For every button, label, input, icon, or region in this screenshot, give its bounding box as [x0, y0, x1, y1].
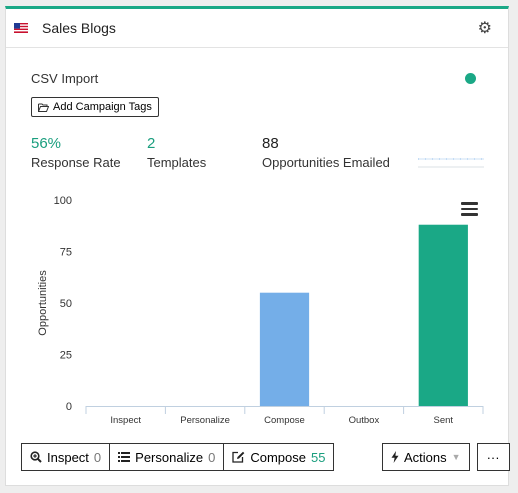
x-tick-label: Sent — [434, 415, 454, 426]
stage-toolbar: Inspect 0 Personalize 0 Compose 55 — [21, 443, 335, 471]
stat-label: Opportunities Emailed — [262, 155, 390, 170]
search-plus-icon — [30, 451, 42, 463]
personalize-label: Personalize — [135, 449, 204, 465]
edit-icon — [232, 451, 245, 463]
y-axis-title: Opportunities — [37, 270, 49, 336]
campaign-card: Sales Blogs ⚙ CSV Import Add Campaign Ta… — [5, 6, 510, 486]
stat-label: Response Rate — [31, 155, 121, 170]
compose-count: 55 — [310, 449, 326, 465]
personalize-button[interactable]: Personalize 0 — [109, 443, 225, 471]
more-options-button[interactable]: ··· — [476, 443, 510, 471]
stat-response-rate: 56% Response Rate — [31, 135, 121, 170]
stat-label: Templates — [147, 155, 207, 170]
bar-compose — [259, 292, 310, 406]
bolt-icon — [391, 451, 399, 463]
compose-button[interactable]: Compose 55 — [223, 443, 335, 471]
actions-label: Actions — [404, 449, 447, 465]
emailed-sparkline — [418, 158, 484, 168]
campaign-source: CSV Import — [31, 71, 99, 86]
y-tick-label: 100 — [54, 195, 72, 207]
x-tick-label: Inspect — [110, 415, 141, 426]
chart-menu-icon[interactable] — [461, 202, 478, 216]
add-campaign-tags-label: Add Campaign Tags — [53, 101, 152, 113]
x-tick-label: Outbox — [349, 415, 380, 426]
stat-opportunities-emailed: 88 Opportunities Emailed — [262, 135, 390, 170]
stat-value: 56% — [31, 135, 62, 152]
stat-value: 2 — [147, 135, 156, 152]
inspect-label: Inspect — [47, 449, 89, 465]
list-icon — [118, 452, 131, 462]
y-tick-label: 25 — [60, 350, 72, 362]
x-tick-label: Personalize — [180, 415, 230, 426]
y-tick-label: 75 — [60, 247, 72, 259]
stat-templates: 2 Templates — [147, 135, 206, 170]
folder-open-icon — [38, 103, 49, 112]
us-flag-icon — [14, 23, 28, 33]
card-title: Sales Blogs — [42, 20, 116, 36]
actions-dropdown-button[interactable]: Actions ▼ — [382, 443, 470, 471]
caret-down-icon: ▼ — [451, 452, 461, 462]
inspect-button[interactable]: Inspect 0 — [21, 443, 111, 471]
funnel-bar-chart: 0 25 50 75 100 Opportunities Inspect Personaliz… — [37, 195, 484, 426]
more-options-label: ··· — [486, 449, 500, 465]
add-campaign-tags-button[interactable]: Add Campaign Tags — [31, 97, 159, 117]
y-tick-label: 0 — [66, 401, 72, 413]
x-tick-label: Compose — [264, 415, 305, 426]
personalize-count: 0 — [208, 449, 216, 465]
actions-group: Actions ▼ ··· — [382, 443, 510, 471]
gear-icon[interactable]: ⚙ — [477, 20, 492, 37]
bar-sent — [418, 224, 468, 406]
card-header: Sales Blogs ⚙ — [6, 9, 508, 48]
compose-label: Compose — [250, 449, 306, 465]
stat-value: 88 — [262, 135, 279, 152]
status-indicator — [465, 73, 476, 84]
inspect-count: 0 — [93, 449, 102, 465]
y-tick-label: 50 — [60, 298, 72, 310]
